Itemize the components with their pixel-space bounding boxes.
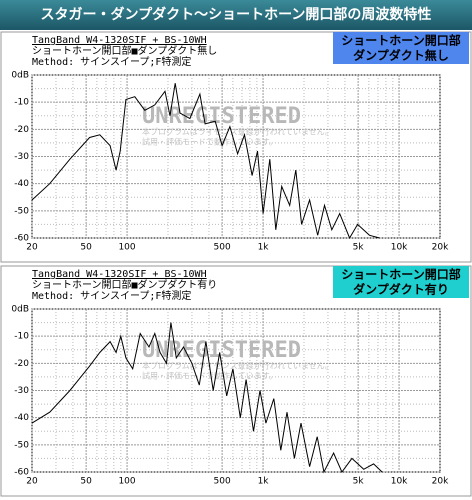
annotation: ダンプダクト有り: [353, 282, 449, 297]
annotation-box: [333, 32, 469, 64]
y-tick-label: -30: [14, 152, 29, 162]
y-tick-label: -10: [14, 332, 29, 342]
x-tick-label: 500: [214, 243, 231, 253]
x-tick-label: 1k: [258, 243, 270, 253]
annotation: ダンプダクト無し: [353, 48, 449, 63]
x-tick-label: 20: [26, 477, 38, 487]
x-tick-label: 50: [80, 243, 92, 253]
watermark-note: 試用・評価モードで動作しています。: [142, 371, 277, 381]
y-tick-label: -30: [14, 386, 29, 396]
x-tick-label: 20: [26, 243, 38, 253]
y-tick-label: -50: [14, 206, 29, 216]
annotation: ショートホーン開口部: [341, 33, 460, 48]
method: Method: サインスイープ;F特測定: [32, 289, 191, 302]
annotation: ショートホーン開口部: [341, 267, 460, 282]
x-tick-label: 100: [118, 243, 135, 253]
x-tick-label: 100: [118, 477, 135, 487]
x-tick-label: 20k: [432, 477, 449, 487]
watermark: UNREGISTERED: [142, 104, 301, 129]
y-tick-label: 0dB: [11, 305, 29, 315]
x-tick-label: 5k: [353, 243, 365, 253]
chart-subtitle: ショートホーン開口部■ダンプダクト無し: [32, 44, 217, 57]
x-tick-label: 500: [214, 477, 231, 487]
response-line: [31, 83, 380, 240]
y-tick-label: -40: [14, 413, 29, 423]
method: Method: サインスイープ;F特測定: [32, 55, 191, 68]
x-tick-label: 20k: [432, 243, 449, 253]
y-tick-label: 0dB: [11, 71, 29, 81]
y-tick-label: -60: [14, 468, 29, 478]
x-tick-label: 1k: [258, 477, 270, 487]
watermark: UNREGISTERED: [142, 338, 301, 363]
panel: [0, 31, 472, 263]
y-tick-label: -10: [14, 98, 29, 108]
y-tick-label: -60: [14, 234, 29, 244]
chart-title: TangBand W4-1320SIF + BS-10WH: [32, 269, 207, 280]
annotation-box: [333, 266, 469, 298]
header: [0, 0, 472, 30]
y-tick-label: -20: [14, 359, 29, 369]
watermark-note: 本プログラムはライセンス登録が行われていません。: [142, 127, 333, 137]
panel: [0, 265, 472, 497]
response-line: [31, 322, 383, 474]
x-tick-label: 10k: [391, 477, 408, 487]
watermark-note: 試用・評価モードで動作しています。: [142, 137, 277, 147]
watermark-note: 本プログラムはライセンス登録が行われていません。: [142, 361, 333, 371]
y-tick-label: -40: [14, 179, 29, 189]
x-tick-label: 10k: [391, 243, 408, 253]
y-tick-label: -50: [14, 440, 29, 450]
chart-title: TangBand W4-1320SIF + BS-10WH: [32, 35, 207, 46]
x-tick-label: 50: [80, 477, 92, 487]
page-title: スタガー・ダンプダクト～ショートホーン開口部の周波数特性: [41, 6, 432, 23]
chart-subtitle: ショートホーン開口部■ダンプダクト有り: [32, 278, 217, 291]
y-tick-label: -20: [14, 125, 29, 135]
x-tick-label: 5k: [353, 477, 365, 487]
